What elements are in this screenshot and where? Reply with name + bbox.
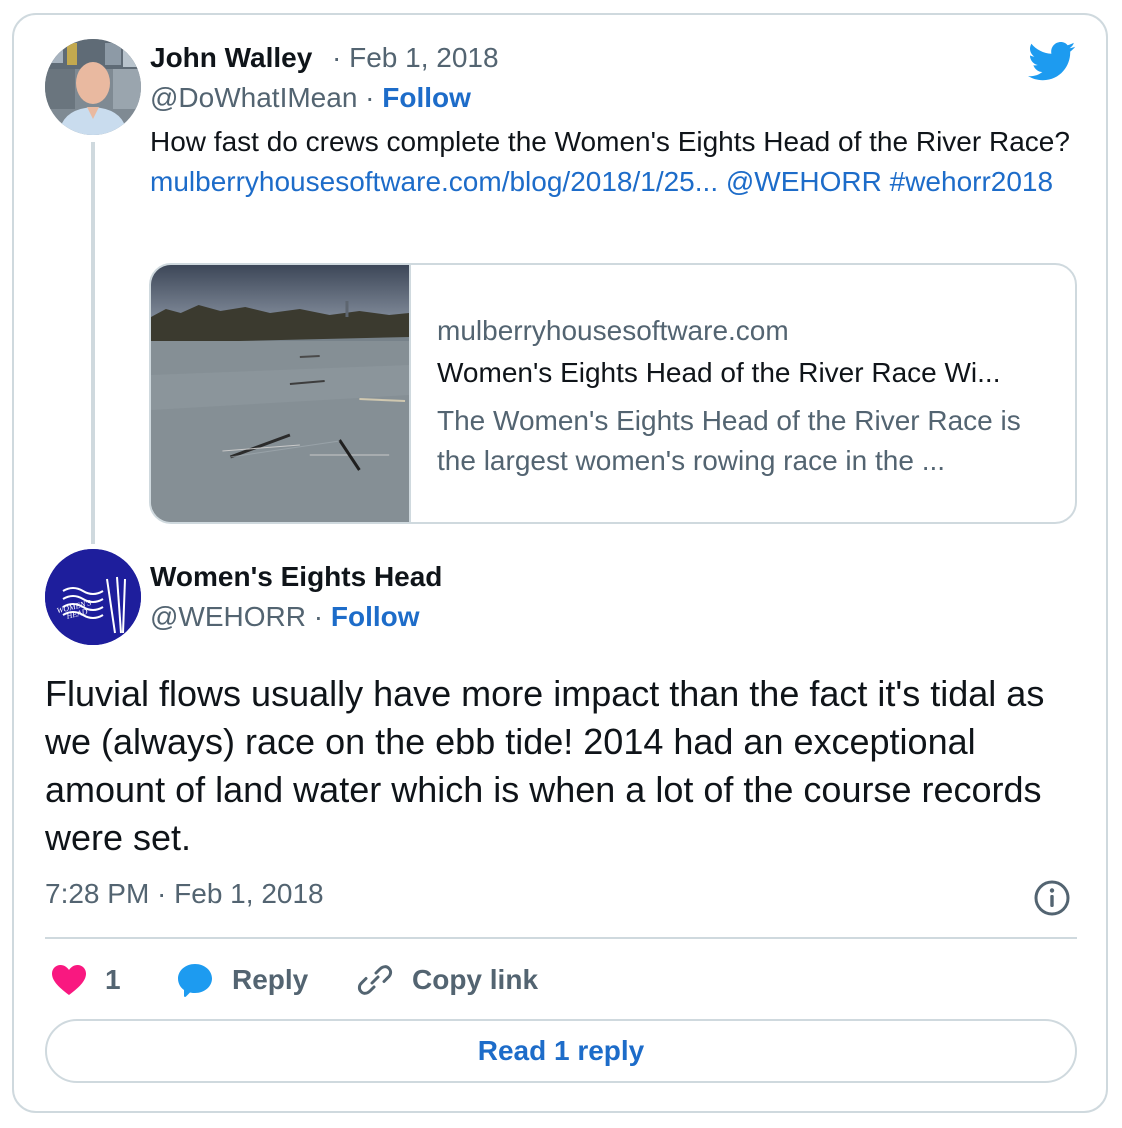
parent-handle[interactable]: @DoWhatIMean <box>150 82 357 113</box>
separator-dot: · <box>357 82 382 113</box>
like-count: 1 <box>105 964 121 996</box>
heart-icon <box>51 964 87 996</box>
reply-author-name[interactable]: Women's Eights Head <box>150 561 442 593</box>
parent-text-body: How fast do crews complete the Women's E… <box>150 126 1070 157</box>
divider <box>45 937 1077 939</box>
parent-handle-row: @DoWhatIMean · Follow <box>150 82 471 114</box>
preview-title: Women's Eights Head of the River Race Wi… <box>437 357 1001 389</box>
follow-wehorr-button[interactable]: Follow <box>331 601 420 632</box>
reply-bubble-icon <box>176 962 214 998</box>
link-preview-card[interactable]: mulberryhousesoftware.com Women's Eights… <box>149 263 1077 524</box>
wehorr-avatar[interactable]: WOMEN'S HEAD <box>45 549 141 645</box>
info-icon[interactable] <box>1032 878 1072 918</box>
preview-description: The Women's Eights Head of the River Rac… <box>437 401 1057 481</box>
blog-link[interactable]: mulberryhousesoftware.com/blog/2018/1/25… <box>150 166 718 197</box>
reply-handle-row: @WEHORR · Follow <box>150 601 420 633</box>
link-icon <box>356 961 394 999</box>
parent-tweet-text: How fast do crews complete the Women's E… <box>150 122 1080 202</box>
reply-tweet-text: Fluvial flows usually have more impact t… <box>45 670 1085 862</box>
parent-author-name[interactable]: John Walley <box>150 42 312 74</box>
read-replies-button[interactable]: Read 1 reply <box>45 1019 1077 1083</box>
follow-john-walley-button[interactable]: Follow <box>382 82 471 113</box>
reply-handle[interactable]: @WEHORR <box>150 601 306 632</box>
mention-wehorr-link[interactable]: @WEHORR <box>726 166 882 197</box>
like-button[interactable]: 1 <box>51 958 121 1002</box>
reply-button[interactable]: Reply <box>176 958 308 1002</box>
hashtag-link[interactable]: #wehorr2018 <box>890 166 1053 197</box>
separator-dot: · <box>306 601 331 632</box>
copy-link-button[interactable]: Copy link <box>356 958 538 1002</box>
tweet-timestamp[interactable]: 7:28 PM · Feb 1, 2018 <box>45 878 324 910</box>
twitter-bird-icon[interactable] <box>1028 42 1076 82</box>
parent-date[interactable]: · Feb 1, 2018 <box>332 42 499 74</box>
john-walley-avatar[interactable] <box>45 39 141 135</box>
preview-domain: mulberryhousesoftware.com <box>437 315 789 347</box>
reply-label: Reply <box>232 964 308 996</box>
rowing-race-thumbnail <box>151 265 411 524</box>
copy-link-label: Copy link <box>412 964 538 996</box>
thread-connector-line <box>91 142 95 544</box>
